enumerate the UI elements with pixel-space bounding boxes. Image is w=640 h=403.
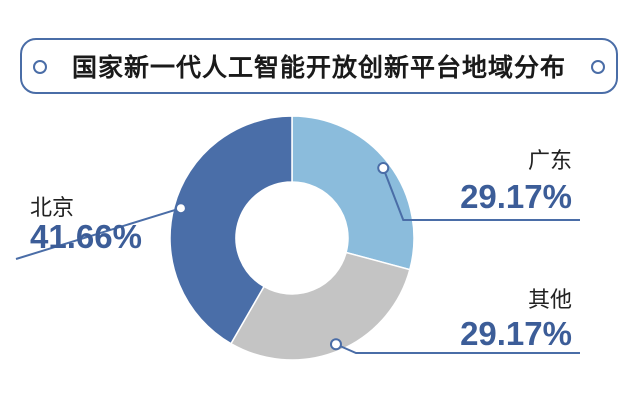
title-banner: 国家新一代人工智能开放创新平台地域分布: [20, 38, 618, 94]
donut-slice-1: [291, 115, 415, 271]
slice-value-label: 29.17%: [460, 315, 572, 352]
slice-label: 北京: [30, 196, 74, 221]
circle-dot-icon: [33, 60, 47, 74]
donut-slice-2: [229, 251, 411, 361]
circle-dot-icon: [591, 60, 605, 74]
leader-dot: [174, 202, 187, 215]
slice-label: 其他: [528, 288, 572, 313]
chart-title: 国家新一代人工智能开放创新平台地域分布: [71, 53, 566, 82]
slice-value-label: 29.17%: [460, 178, 572, 215]
slice-value-label: 41.66%: [30, 218, 142, 255]
donut-slice-3: [169, 115, 293, 345]
leader-lines: [15, 162, 580, 354]
leader-line: [15, 207, 182, 260]
donut-slices: [169, 115, 415, 361]
leader-dot: [377, 162, 390, 175]
slice-label: 广东: [528, 149, 572, 174]
leader-line: [382, 167, 580, 221]
leader-line: [335, 343, 580, 354]
leader-dot: [329, 338, 342, 351]
